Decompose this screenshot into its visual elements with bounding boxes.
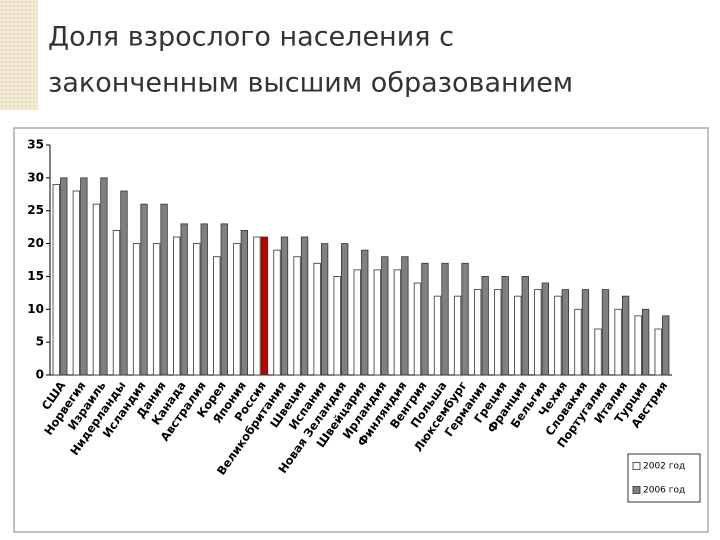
- bar: [401, 256, 409, 376]
- chart-frame: [13, 127, 709, 533]
- y-tick-label: 35: [27, 138, 44, 152]
- bar: [594, 328, 602, 376]
- bar: [260, 236, 269, 376]
- bar: [253, 236, 261, 376]
- bar: [654, 328, 662, 376]
- bar: [441, 262, 449, 376]
- bar: [381, 256, 389, 376]
- bar: [521, 276, 529, 376]
- bar: [293, 256, 301, 376]
- bar: [112, 230, 121, 376]
- bar: [160, 203, 168, 376]
- bar: [92, 203, 101, 376]
- bar: [120, 190, 128, 376]
- bar: [193, 243, 201, 376]
- bar: [662, 315, 670, 376]
- bar: [621, 295, 630, 376]
- bar: [534, 289, 542, 376]
- bar: [320, 243, 329, 376]
- y-tick-label: 5: [36, 335, 44, 349]
- bar: [614, 308, 622, 376]
- bar: [341, 243, 349, 376]
- bar: [280, 236, 289, 376]
- bar: [361, 249, 369, 376]
- y-tick-label: 20: [27, 236, 44, 250]
- bar: [152, 243, 161, 376]
- title-line: законченным высшим образованием: [48, 68, 573, 99]
- bar: [353, 269, 361, 376]
- bar: [393, 269, 402, 376]
- bar: [634, 315, 642, 376]
- bar: [180, 223, 188, 376]
- bar: [60, 177, 68, 376]
- bar: [601, 289, 610, 376]
- bar: [220, 223, 228, 376]
- y-tick-label: 30: [27, 170, 44, 184]
- bar: [433, 295, 442, 376]
- y-tick-label: 15: [27, 269, 44, 283]
- legend-box: [627, 453, 701, 503]
- legend-swatch: [632, 486, 641, 494]
- bar: [72, 190, 80, 376]
- y-tick-label: 0: [36, 368, 44, 382]
- bar: [233, 243, 241, 376]
- y-tick-label: 10: [27, 302, 44, 316]
- title-line: Доля взрослого населения с: [48, 22, 454, 53]
- bar: [541, 282, 549, 376]
- bar: [554, 295, 562, 376]
- bar: [273, 249, 281, 376]
- decor-stripe: [0, 0, 38, 110]
- bar: [514, 295, 522, 376]
- legend-label: 2006 год: [643, 486, 685, 496]
- bar: [200, 223, 208, 376]
- bar: [561, 289, 570, 376]
- bar: [413, 282, 422, 376]
- bar: [333, 276, 341, 376]
- bar: [52, 184, 60, 376]
- legend-label: 2002 год: [643, 462, 685, 472]
- bar: [461, 262, 469, 376]
- bar: [213, 256, 221, 376]
- bar: [421, 262, 429, 376]
- bar: [501, 276, 509, 376]
- bar: [642, 308, 650, 376]
- bar: [240, 230, 249, 376]
- bar: [494, 289, 502, 376]
- y-tick-label: 25: [27, 203, 44, 217]
- bar: [132, 243, 141, 376]
- bar: [481, 276, 489, 376]
- bar: [173, 236, 181, 376]
- bar: [80, 177, 88, 376]
- bar: [581, 289, 590, 376]
- bar: [140, 203, 148, 376]
- legend-swatch: [632, 462, 641, 470]
- bar: [574, 308, 582, 376]
- bar: [313, 262, 321, 376]
- bar: [373, 269, 381, 376]
- bar: [473, 289, 482, 376]
- bar: [100, 177, 108, 376]
- bar: [300, 236, 309, 376]
- bar: [453, 295, 462, 376]
